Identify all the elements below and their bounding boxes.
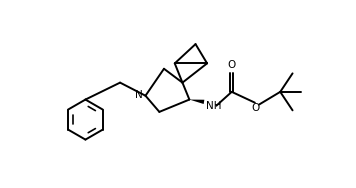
- Text: O: O: [227, 60, 236, 70]
- Text: N: N: [135, 90, 143, 100]
- Text: NH: NH: [205, 101, 221, 111]
- Polygon shape: [189, 100, 204, 104]
- Text: O: O: [251, 103, 260, 113]
